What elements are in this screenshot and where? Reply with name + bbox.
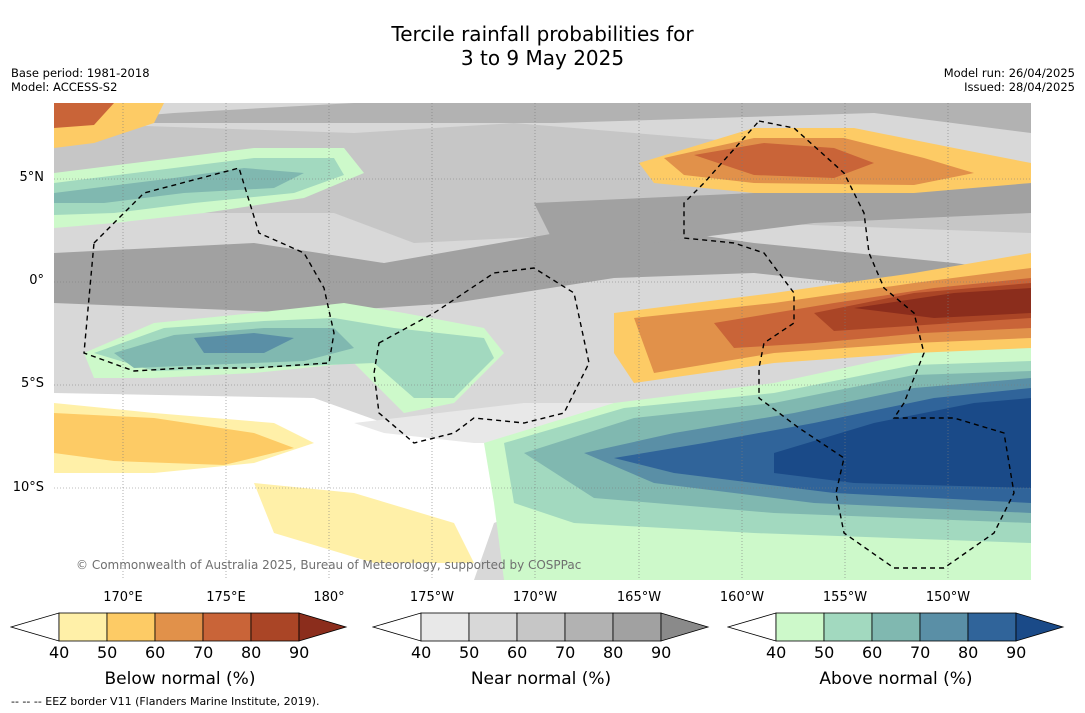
cbar-extend-low (727, 612, 777, 642)
near-normal-band-top (54, 103, 1031, 133)
map-title: Tercile rainfall probabilities for 3 to … (0, 22, 1085, 70)
cbar-segment (202, 612, 252, 642)
lat-label-0: 0° (29, 273, 44, 288)
cbar-segment (250, 612, 300, 642)
cbar-extend-high (660, 612, 710, 642)
near-normal-70-band-2 (534, 183, 1031, 243)
cbar-tick: 60 (145, 643, 166, 662)
below-normal-ne-70 (694, 143, 874, 178)
lon-label-150w: 150°W (925, 590, 971, 605)
cbar-tick: 50 (459, 643, 480, 662)
below-normal-sw-50 (54, 413, 294, 465)
cbar-segment (106, 612, 156, 642)
title-line-2: 3 to 9 May 2025 (460, 46, 625, 70)
cbar-tick: 40 (766, 643, 787, 662)
lon-label-160w: 160°W (719, 590, 765, 605)
below-normal-nw-core (54, 103, 114, 128)
cbar-tick: 50 (97, 643, 118, 662)
graticule (54, 103, 1031, 580)
eez-borders (83, 120, 1015, 569)
cbar-segment (919, 612, 969, 642)
cbar-tick: 60 (507, 643, 528, 662)
cbar-tick: 70 (193, 643, 214, 662)
model-name: Model: ACCESS-S2 (11, 80, 118, 94)
cbar-tick: 40 (49, 643, 70, 662)
cbar-tick: 60 (862, 643, 883, 662)
cbar-extend-high (1015, 612, 1065, 642)
probability-map (54, 103, 1031, 580)
colorbar-above (727, 612, 1065, 642)
above-normal-mid-70 (194, 333, 294, 353)
copyright-note: © Commonwealth of Australia 2025, Bureau… (76, 558, 582, 572)
title-line-1: Tercile rainfall probabilities for (391, 22, 694, 46)
cbar-tick: 90 (1006, 643, 1027, 662)
cbar-extend-high (298, 612, 348, 642)
cbar-segment (154, 612, 204, 642)
lat-label-5s: 5°S (20, 376, 44, 391)
cbar-extend-low (10, 612, 60, 642)
cbar-tick: 80 (958, 643, 979, 662)
cbar-segment (420, 612, 470, 642)
cbar-segment (468, 612, 518, 642)
cbar-tick: 90 (651, 643, 672, 662)
model-run: Model run: 26/04/2025 (943, 66, 1075, 80)
colorbar-label-near: Near normal (%) (470, 669, 612, 689)
cbar-tick: 90 (289, 643, 310, 662)
cbar-segment (823, 612, 873, 642)
lon-label-165w: 165°W (616, 590, 662, 605)
lon-label-175w: 175°W (409, 590, 455, 605)
lon-label-170w: 170°W (512, 590, 558, 605)
lon-label-170e: 170°E (103, 590, 143, 605)
cbar-tick: 80 (241, 643, 262, 662)
cbar-tick: 70 (555, 643, 576, 662)
cbar-segment (58, 612, 108, 642)
map-svg (54, 103, 1031, 580)
meta-left: Base period: 1981-2018 Model: ACCESS-S2 (11, 66, 150, 94)
colorbar-label-above: Above normal (%) (819, 669, 973, 689)
cbar-tick: 50 (814, 643, 835, 662)
meta-right: Model run: 26/04/2025 Issued: 28/04/2025 (944, 66, 1075, 94)
cbar-segment (564, 612, 614, 642)
cbar-segment (967, 612, 1017, 642)
below-normal-eq-90 (854, 288, 1031, 318)
eez-legend-note: -- -- -- EEZ border V11 (Flanders Marine… (11, 695, 320, 708)
base-period: Base period: 1981-2018 (11, 66, 150, 80)
cbar-segment (871, 612, 921, 642)
below-normal-s-40 (254, 483, 474, 563)
lat-label-5n: 5°N (19, 170, 45, 185)
cbar-segment (775, 612, 825, 642)
colorbar-near (372, 612, 710, 642)
colorbar-below (10, 612, 348, 642)
colorbar-label-below: Below normal (%) (104, 669, 256, 689)
above-normal-se-90 (774, 398, 1031, 488)
lat-label-10s: 10°S (12, 480, 44, 495)
near-normal-70-band (54, 223, 1031, 313)
lon-label-175e: 175°E (206, 590, 246, 605)
issued-date: Issued: 28/04/2025 (964, 80, 1075, 94)
above-normal-n-60 (54, 168, 304, 203)
lon-label-180: 180° (313, 590, 345, 605)
cbar-segment (516, 612, 566, 642)
cbar-extend-low (372, 612, 422, 642)
cbar-tick: 70 (910, 643, 931, 662)
cbar-segment (612, 612, 662, 642)
cbar-tick: 40 (411, 643, 432, 662)
cbar-tick: 80 (603, 643, 624, 662)
lon-label-155w: 155°W (822, 590, 868, 605)
